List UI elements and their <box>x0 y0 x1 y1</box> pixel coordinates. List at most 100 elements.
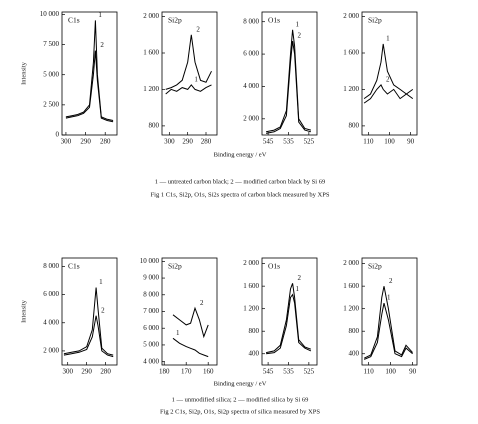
y-axis-label: Intensity <box>20 299 27 322</box>
y-tick-label: 1 200 <box>143 85 159 93</box>
y-tick-label: 7 500 <box>43 40 59 48</box>
legend-text: 1 — untreated carbon black; 2 — modified… <box>155 178 325 185</box>
plot-frame <box>261 11 318 136</box>
series-label: 2 <box>389 277 393 285</box>
spectrum-line <box>63 287 114 356</box>
y-tick-label: 1 600 <box>343 49 359 57</box>
y-tick-label: 4 000 <box>43 318 59 326</box>
y-tick-label: 2 000 <box>243 114 259 122</box>
y-tick-label: 5 000 <box>143 341 159 349</box>
panel-title: Si2p <box>168 16 182 25</box>
series-label: 1 <box>176 329 180 337</box>
y-axis-label: Intensity <box>20 61 27 84</box>
caption: Fig 2 C1s, Si2p, O1s, Si2p spectra of si… <box>160 408 320 415</box>
y-tick-label: 4 000 <box>243 82 259 90</box>
series-label: 2 <box>196 25 200 33</box>
series-label: 2 <box>298 32 302 40</box>
x-tick-label: 300 <box>164 138 175 146</box>
series-label: 1 <box>386 34 390 42</box>
y-tick-label: 2 000 <box>143 12 159 20</box>
x-tick-label: 170 <box>181 368 192 376</box>
panel-title: Si2p <box>168 262 182 271</box>
y-tick-label: 8 000 <box>243 17 259 25</box>
y-tick-label: 10 000 <box>140 257 160 265</box>
x-tick-label: 290 <box>81 368 92 376</box>
series-label: 1 <box>387 294 391 302</box>
y-tick-label: 1 600 <box>143 49 159 57</box>
panel-title: C1s <box>68 262 80 271</box>
x-tick-label: 110 <box>363 138 374 146</box>
y-tick-label: 2 000 <box>43 347 59 355</box>
panel-title: C1s <box>68 16 80 25</box>
x-tick-label: 180 <box>159 368 170 376</box>
y-tick-label: 400 <box>249 349 260 357</box>
y-tick-label: 1 600 <box>343 282 359 290</box>
x-tick-label: 535 <box>283 368 294 376</box>
y-tick-label: 6 000 <box>43 290 59 298</box>
plot-frame <box>61 11 118 136</box>
y-tick-label: 2 000 <box>343 12 359 20</box>
y-tick-label: 6 000 <box>243 50 259 58</box>
series-label: 1 <box>194 75 198 83</box>
plot-frame <box>61 257 118 366</box>
plot-frame <box>361 257 418 366</box>
spectrum-line <box>266 293 312 355</box>
plot-frame <box>361 11 418 136</box>
spectrum-line <box>65 50 114 123</box>
spectrum-line <box>165 34 212 90</box>
spectrum-line <box>65 20 114 121</box>
x-tick-label: 90 <box>407 138 415 146</box>
x-tick-label: 280 <box>100 368 111 376</box>
x-tick-label: 300 <box>62 368 73 376</box>
spectrum-line <box>363 43 414 100</box>
x-tick-label: 90 <box>409 368 417 376</box>
x-tick-label: 290 <box>182 138 193 146</box>
series-label: 1 <box>296 285 300 293</box>
x-tick-label: 100 <box>384 138 395 146</box>
panel-title: Si2p <box>368 262 382 271</box>
y-tick-label: 1 600 <box>243 282 259 290</box>
y-tick-label: 1 200 <box>343 304 359 312</box>
x-tick-label: 545 <box>263 368 274 376</box>
x-axis-label: Binding energy / eV <box>214 380 267 387</box>
y-tick-label: 2 000 <box>243 259 259 267</box>
x-tick-label: 545 <box>263 138 274 146</box>
series-label: 1 <box>296 20 300 28</box>
y-tick-label: 800 <box>149 121 160 129</box>
panel-title: O1s <box>268 16 280 25</box>
plot-frame <box>261 257 318 366</box>
y-tick-label: 1 200 <box>343 85 359 93</box>
y-tick-label: 2 000 <box>343 259 359 267</box>
y-tick-label: 800 <box>349 327 360 335</box>
y-tick-label: 8 000 <box>143 290 159 298</box>
y-tick-label: 5 000 <box>43 70 59 78</box>
x-axis-label: Binding energy / eV <box>214 151 267 158</box>
x-tick-label: 535 <box>283 138 294 146</box>
y-tick-label: 800 <box>249 327 260 335</box>
series-label: 1 <box>99 278 103 286</box>
x-tick-label: 160 <box>203 368 214 376</box>
caption: Fig 1 C1s, Si2p, O1s, Si2s spectra of ca… <box>151 191 330 198</box>
spectrum-line <box>265 29 312 133</box>
x-tick-label: 525 <box>304 138 315 146</box>
series-label: 2 <box>101 306 105 314</box>
y-tick-label: 1 200 <box>243 304 259 312</box>
y-tick-label: 400 <box>349 349 360 357</box>
spectrum-line <box>63 315 114 358</box>
x-tick-label: 300 <box>61 138 72 146</box>
spectrum-line <box>165 84 212 95</box>
x-tick-label: 280 <box>100 138 111 146</box>
spectrum-line <box>363 84 414 104</box>
x-tick-label: 290 <box>80 138 91 146</box>
series-label: 2 <box>100 41 104 49</box>
y-tick-label: 4 000 <box>143 357 159 365</box>
y-tick-label: 7 000 <box>143 307 159 315</box>
legend-text: 1 — unmodified silica; 2 — modified sili… <box>172 396 309 403</box>
plot-frame <box>161 11 218 136</box>
spectrum-line <box>172 337 209 358</box>
spectrum-line <box>266 41 312 134</box>
spectrum-line <box>265 283 312 354</box>
panel-title: O1s <box>268 262 280 271</box>
y-tick-label: 9 000 <box>143 274 159 282</box>
